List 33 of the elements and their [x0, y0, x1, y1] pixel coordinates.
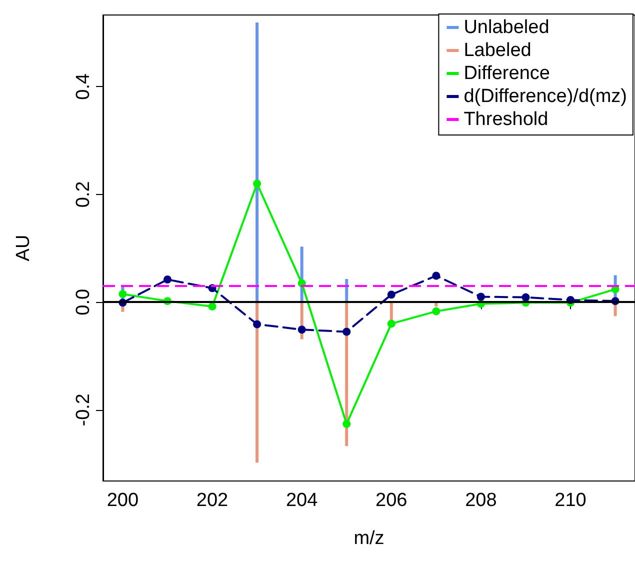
x-tick-label: 204	[286, 490, 318, 511]
point	[298, 326, 306, 334]
y-axis-title: AU	[13, 234, 34, 262]
legend-label: d(Difference)/d(mz)	[464, 86, 628, 107]
point	[118, 290, 127, 298]
point	[208, 302, 216, 310]
point	[253, 320, 262, 328]
legend-label: Threshold	[464, 109, 548, 130]
x-axis-title: m/z	[354, 528, 384, 549]
legend-label: Labeled	[464, 40, 532, 61]
point	[387, 320, 396, 328]
point	[522, 293, 530, 302]
point	[387, 290, 396, 299]
x-tick-label: 208	[465, 490, 497, 511]
point	[342, 420, 351, 428]
bar	[256, 22, 259, 302]
x-tick-label: 200	[106, 490, 139, 511]
legend-label: Unlabeled	[464, 17, 550, 38]
point	[253, 180, 262, 188]
point	[163, 276, 172, 284]
x-tick-label: 206	[376, 490, 408, 511]
bar	[256, 302, 259, 463]
point	[342, 328, 351, 336]
x-tick-label: 202	[196, 490, 228, 511]
legend-label: Difference	[464, 63, 550, 84]
y-tick-label: 0.0	[73, 288, 94, 316]
x-tick-label: 210	[554, 490, 586, 511]
y-tick-label: -0.2	[73, 394, 94, 426]
point	[432, 307, 440, 316]
y-tick-label: 0.4	[73, 73, 94, 100]
y-tick-label: 0.2	[73, 181, 94, 208]
point	[476, 292, 485, 301]
point	[432, 272, 440, 280]
